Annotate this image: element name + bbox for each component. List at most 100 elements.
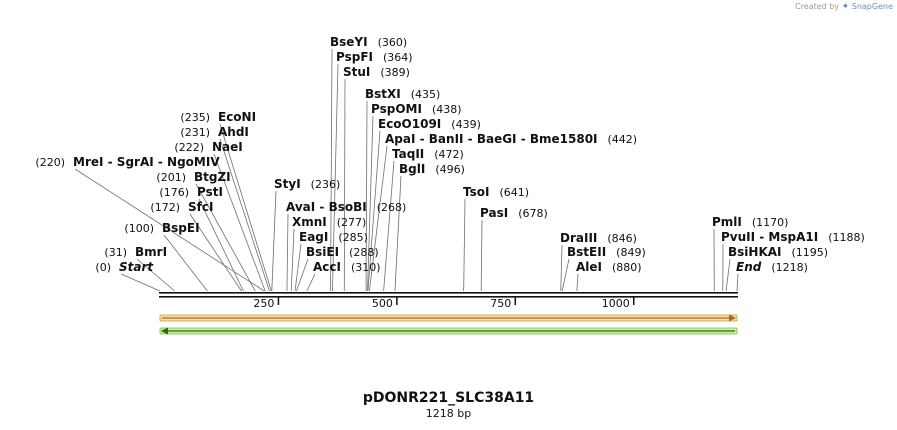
axis-tick-label: 1000 [602,297,630,310]
cut-site-line [725,258,731,292]
enzyme-position: (100) [124,222,154,235]
enzyme-label[interactable]: TaqII (472) [392,147,464,161]
cut-site-line [343,78,346,292]
enzyme-label[interactable]: StyI (236) [274,177,340,191]
enzyme-position: (880) [612,261,642,274]
enzyme-label[interactable]: BseYI (360) [330,35,407,49]
enzyme-label[interactable]: EcoO109I (439) [378,117,481,131]
reverse-arrow-icon [161,327,168,335]
enzyme-position: (1188) [828,231,865,244]
enzyme-position: (360) [378,36,408,49]
enzyme-label[interactable]: PspOMI (438) [371,102,462,116]
enzyme-label[interactable]: BsiHKAI (1195) [728,245,828,259]
enzyme-position: (496) [435,163,465,176]
enzyme-name: NaeI [212,140,243,154]
cut-site-line [213,153,266,292]
enzyme-label[interactable]: BspEI (100) [124,221,199,235]
cut-site-line [561,258,570,292]
enzyme-label[interactable]: XmnI (277) [292,215,366,229]
cut-site-line [163,234,208,292]
enzyme-label[interactable]: EcoNI (235) [180,110,256,124]
enzyme-label[interactable]: AleI (880) [576,260,642,274]
cut-site-line [367,115,374,292]
enzyme-name: AccI [313,260,341,274]
snapgene-credit: Created by ✦ SnapGene [795,2,893,12]
enzyme-label[interactable]: BmrI (31) [104,245,167,259]
enzyme-label[interactable]: BstXI (435) [365,87,440,101]
enzyme-label[interactable]: ApaI - BanII - BaeGI - Bme1580I (442) [385,132,637,146]
enzyme-name: BglI [399,162,425,176]
enzyme-position: (846) [607,232,637,245]
enzyme-label[interactable]: PstI (176) [159,185,223,199]
axis-tick-label: 500 [372,297,393,310]
cut-site-line [286,213,289,292]
enzyme-position: (268) [377,201,407,214]
cut-site-line [290,228,295,292]
enzyme-label[interactable]: Start (0) [95,260,154,274]
cut-site-line [296,258,309,292]
cut-site-line [120,273,161,292]
enzyme-label[interactable]: BglI (496) [399,162,465,176]
cut-site-line [383,160,395,292]
enzyme-label[interactable]: PvuII - MspA1I (1188) [721,230,865,244]
enzyme-label[interactable]: DraIII (846) [560,231,637,245]
enzyme-name: BstXI [365,87,401,101]
credit-brand: SnapGene [851,2,893,11]
enzyme-position: (641) [499,186,529,199]
enzyme-name: BseYI [330,35,368,49]
enzyme-name: TaqII [392,147,424,161]
enzyme-name: SfcI [188,200,213,214]
enzyme-label[interactable]: NaeI (222) [174,140,242,154]
cut-site-line [365,100,368,292]
enzyme-position: (389) [380,66,410,79]
enzyme-label[interactable]: BtgZI (201) [156,170,230,184]
cut-site-line [195,183,256,292]
enzyme-label[interactable]: StuI (389) [343,65,410,79]
enzyme-label[interactable]: AccI (310) [313,260,381,274]
enzyme-position: (222) [174,141,204,154]
plasmid-name: pDONR221_SLC38A11 [362,390,535,406]
cut-site-line [136,258,175,292]
enzyme-label[interactable]: BsiEI (288) [306,245,379,259]
enzyme-label[interactable]: PasI (678) [480,206,548,220]
enzyme-position: (235) [180,111,210,124]
enzyme-name: PvuII - MspA1I [721,230,818,244]
enzyme-label[interactable]: EagI (285) [299,230,368,244]
enzyme-label[interactable]: PmlI (1170) [712,215,788,229]
enzyme-label[interactable]: BstEII (849) [567,245,646,259]
enzyme-position: (288) [349,246,379,259]
enzyme-position: (231) [180,126,210,139]
enzyme-position: (31) [104,246,127,259]
enzyme-position: (176) [159,186,189,199]
enzyme-name: TsoI [463,185,489,199]
enzyme-label[interactable]: MreI - SgrAI - NgoMIV (220) [35,155,220,169]
cut-site-line [480,219,483,292]
cut-site-line [463,198,466,292]
forward-arrow-icon [729,314,736,322]
enzyme-name: BmrI [135,245,167,259]
cut-site-line [367,130,381,292]
enzyme-name: EcoNI [218,110,256,124]
enzyme-name: PmlI [712,215,742,229]
cut-site-line [198,198,244,292]
enzyme-position: (442) [608,133,638,146]
enzyme-label[interactable]: AhdI (231) [180,125,248,139]
enzyme-position: (849) [616,246,646,259]
enzyme-name: DraIII [560,231,597,245]
enzyme-position: (472) [434,148,464,161]
enzyme-position: (1218) [771,261,808,274]
axis-ticks: 250 500 750 1000 [253,297,635,310]
enzyme-label[interactable]: PspFI (364) [336,50,413,64]
enzyme-label[interactable]: AvaI - BsoBI (268) [286,200,406,214]
axis-tick-label: 250 [253,297,274,310]
enzyme-position: (438) [432,103,462,116]
enzyme-label[interactable]: End (1218) [736,260,808,274]
cut-site-line [271,190,277,292]
enzyme-label[interactable]: TsoI (641) [463,185,529,199]
enzyme-position: (277) [337,216,367,229]
enzyme-name: AleI [576,260,602,274]
enzyme-label[interactable]: SfcI (172) [150,200,213,214]
enzyme-name: EagI [299,230,328,244]
enzyme-name: ApaI - BanII - BaeGI - Bme1580I [385,132,598,146]
